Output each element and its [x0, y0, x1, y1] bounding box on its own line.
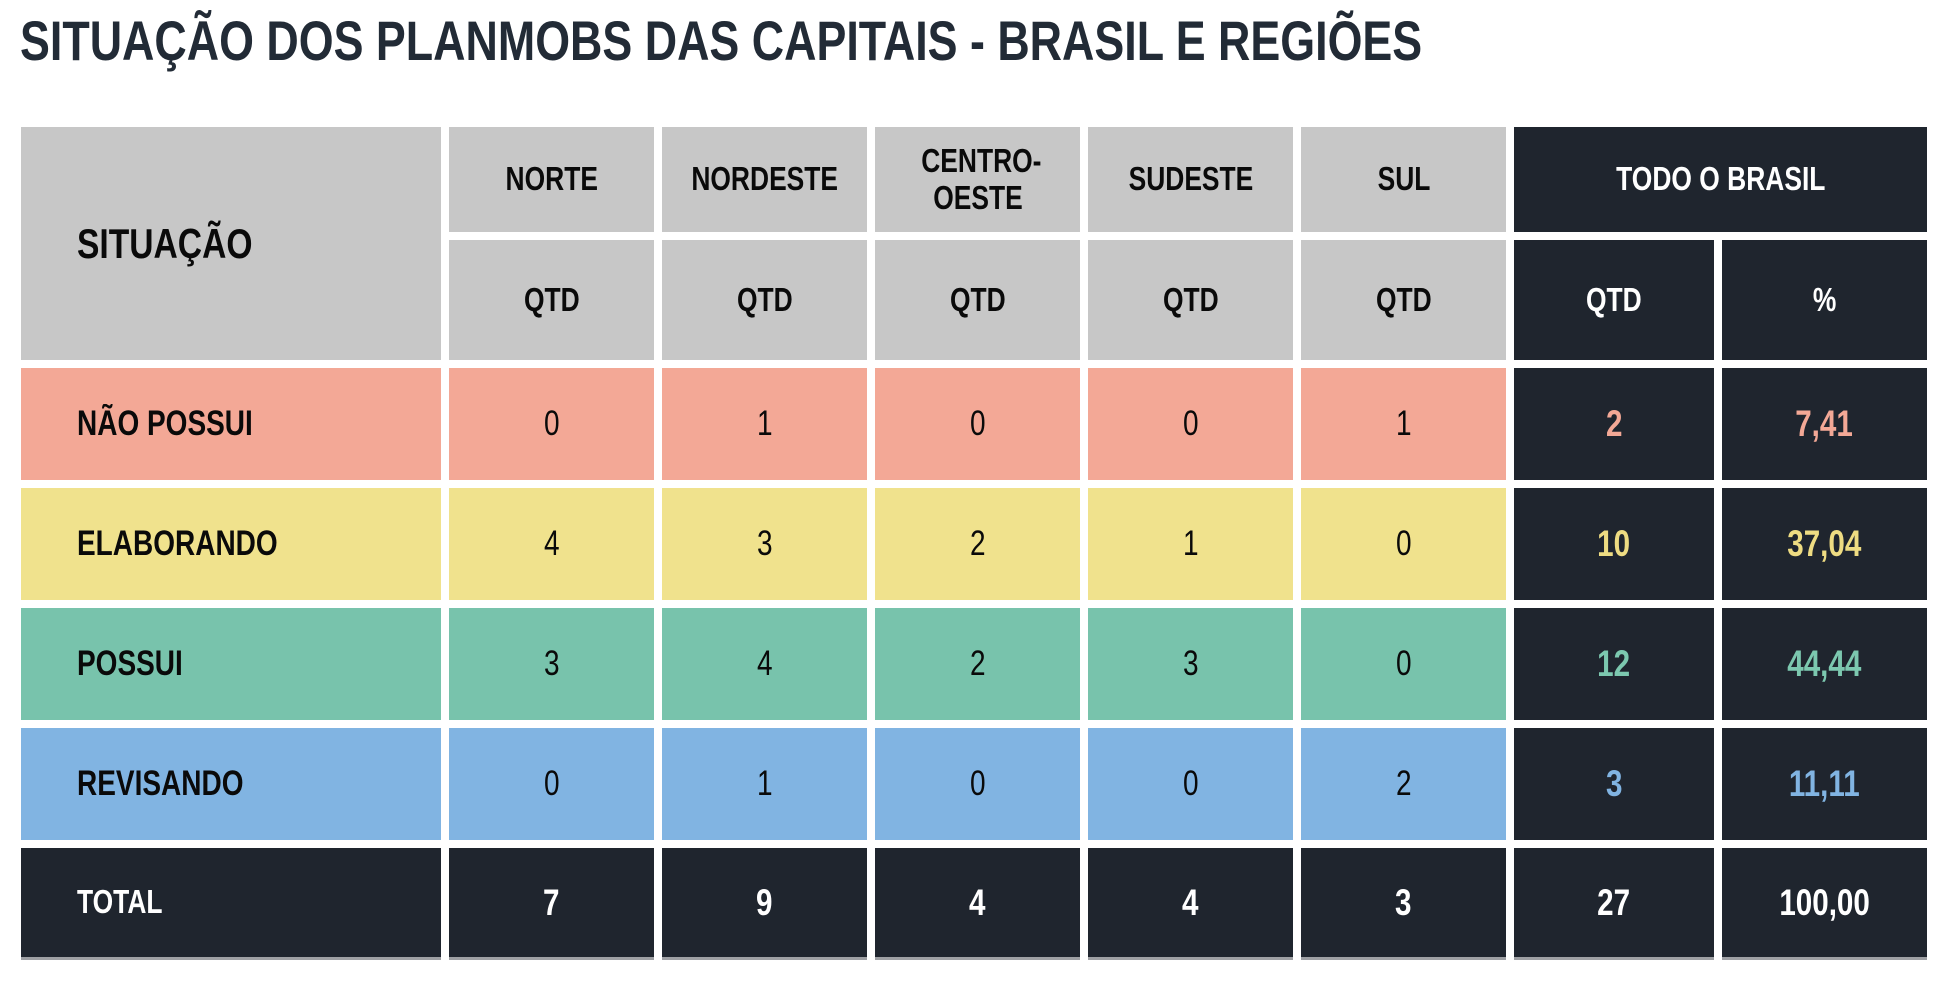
cell-revisando-sul: 2 — [1301, 728, 1506, 840]
cell-elaborando-sudeste: 1 — [1088, 488, 1293, 600]
cell-nao-possui-centro-oeste: 0 — [875, 368, 1080, 480]
cell-revisando-centro-oeste: 0 — [875, 728, 1080, 840]
cell-nao-possui-nordeste: 1 — [662, 368, 867, 480]
subheader-qtd-nordeste: QTD — [662, 240, 867, 360]
cell-possui-brasil-qtd: 12 — [1514, 608, 1714, 720]
row-label-elaborando: ELABORANDO — [21, 488, 441, 600]
cell-nao-possui-sul: 1 — [1301, 368, 1506, 480]
row-label-total: TOTAL — [21, 848, 441, 960]
subheader-pct-brasil: % — [1722, 240, 1927, 360]
cell-revisando-brasil-pct: 11,11 — [1722, 728, 1927, 840]
cell-revisando-brasil-qtd: 3 — [1514, 728, 1714, 840]
planmobs-table: SITUAÇÃO NORTE NORDESTE CENTRO-OESTE SUD… — [21, 127, 1927, 960]
cell-total-nordeste: 9 — [662, 848, 867, 960]
cell-revisando-nordeste: 1 — [662, 728, 867, 840]
subheader-qtd-sudeste: QTD — [1088, 240, 1293, 360]
cell-nao-possui-brasil-pct: 7,41 — [1722, 368, 1927, 480]
cell-possui-centro-oeste: 2 — [875, 608, 1080, 720]
column-header-sul: SUL — [1301, 127, 1506, 232]
column-header-norte: NORTE — [449, 127, 654, 232]
cell-elaborando-centro-oeste: 2 — [875, 488, 1080, 600]
cell-possui-nordeste: 4 — [662, 608, 867, 720]
cell-total-norte: 7 — [449, 848, 654, 960]
column-header-sudeste: SUDESTE — [1088, 127, 1293, 232]
subheader-qtd-brasil: QTD — [1514, 240, 1714, 360]
cell-possui-brasil-pct: 44,44 — [1722, 608, 1927, 720]
cell-total-sul: 3 — [1301, 848, 1506, 960]
column-header-todo-o-brasil: TODO O BRASIL — [1514, 127, 1927, 232]
cell-elaborando-brasil-qtd: 10 — [1514, 488, 1714, 600]
cell-possui-norte: 3 — [449, 608, 654, 720]
page-title: SITUAÇÃO DOS PLANMOBS DAS CAPITAIS - BRA… — [20, 8, 1773, 73]
row-label-possui: POSSUI — [21, 608, 441, 720]
cell-elaborando-brasil-pct: 37,04 — [1722, 488, 1927, 600]
cell-elaborando-sul: 0 — [1301, 488, 1506, 600]
cell-elaborando-norte: 4 — [449, 488, 654, 600]
cell-possui-sul: 0 — [1301, 608, 1506, 720]
page-title-text: SITUAÇÃO DOS PLANMOBS DAS CAPITAIS - BRA… — [20, 9, 1423, 72]
row-label-nao-possui: NÃO POSSUI — [21, 368, 441, 480]
cell-total-centro-oeste: 4 — [875, 848, 1080, 960]
column-header-nordeste: NORDESTE — [662, 127, 867, 232]
cell-nao-possui-brasil-qtd: 2 — [1514, 368, 1714, 480]
cell-total-brasil-qtd: 27 — [1514, 848, 1714, 960]
row-label-revisando: REVISANDO — [21, 728, 441, 840]
column-header-centro-oeste: CENTRO-OESTE — [875, 127, 1080, 232]
cell-nao-possui-sudeste: 0 — [1088, 368, 1293, 480]
cell-total-brasil-pct: 100,00 — [1722, 848, 1927, 960]
subheader-qtd-centro-oeste: QTD — [875, 240, 1080, 360]
cell-revisando-sudeste: 0 — [1088, 728, 1293, 840]
subheader-qtd-sul: QTD — [1301, 240, 1506, 360]
cell-total-sudeste: 4 — [1088, 848, 1293, 960]
column-header-situacao: SITUAÇÃO — [21, 127, 441, 360]
cell-possui-sudeste: 3 — [1088, 608, 1293, 720]
subheader-qtd-norte: QTD — [449, 240, 654, 360]
cell-revisando-norte: 0 — [449, 728, 654, 840]
cell-nao-possui-norte: 0 — [449, 368, 654, 480]
cell-elaborando-nordeste: 3 — [662, 488, 867, 600]
